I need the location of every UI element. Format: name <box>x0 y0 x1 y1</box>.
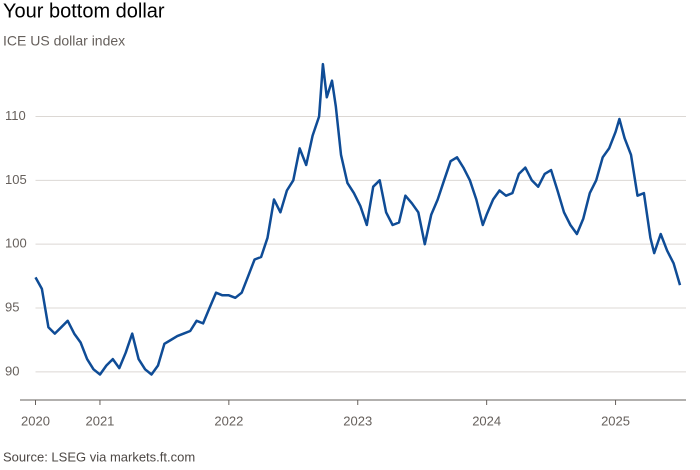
y-tick-label: 105 <box>5 172 27 187</box>
y-tick-label: 110 <box>5 108 26 123</box>
x-tick-label: 2021 <box>85 413 114 428</box>
x-tick-label: 2022 <box>214 413 243 428</box>
y-tick-label: 95 <box>5 299 19 314</box>
y-tick-label: 100 <box>5 236 27 251</box>
x-tick-label: 2025 <box>601 413 630 428</box>
source: Source: LSEG via markets.ft.com <box>3 449 195 464</box>
line <box>34 62 682 376</box>
y-tick-label: 90 <box>5 363 19 378</box>
chart-subtitle: ICE US dollar index <box>3 33 125 49</box>
chart-title: Your bottom dollar <box>3 0 165 22</box>
x-tick-label: 2024 <box>472 413 501 428</box>
x-tick-label: 2020 <box>21 413 50 428</box>
x-tick-label: 2023 <box>343 413 372 428</box>
